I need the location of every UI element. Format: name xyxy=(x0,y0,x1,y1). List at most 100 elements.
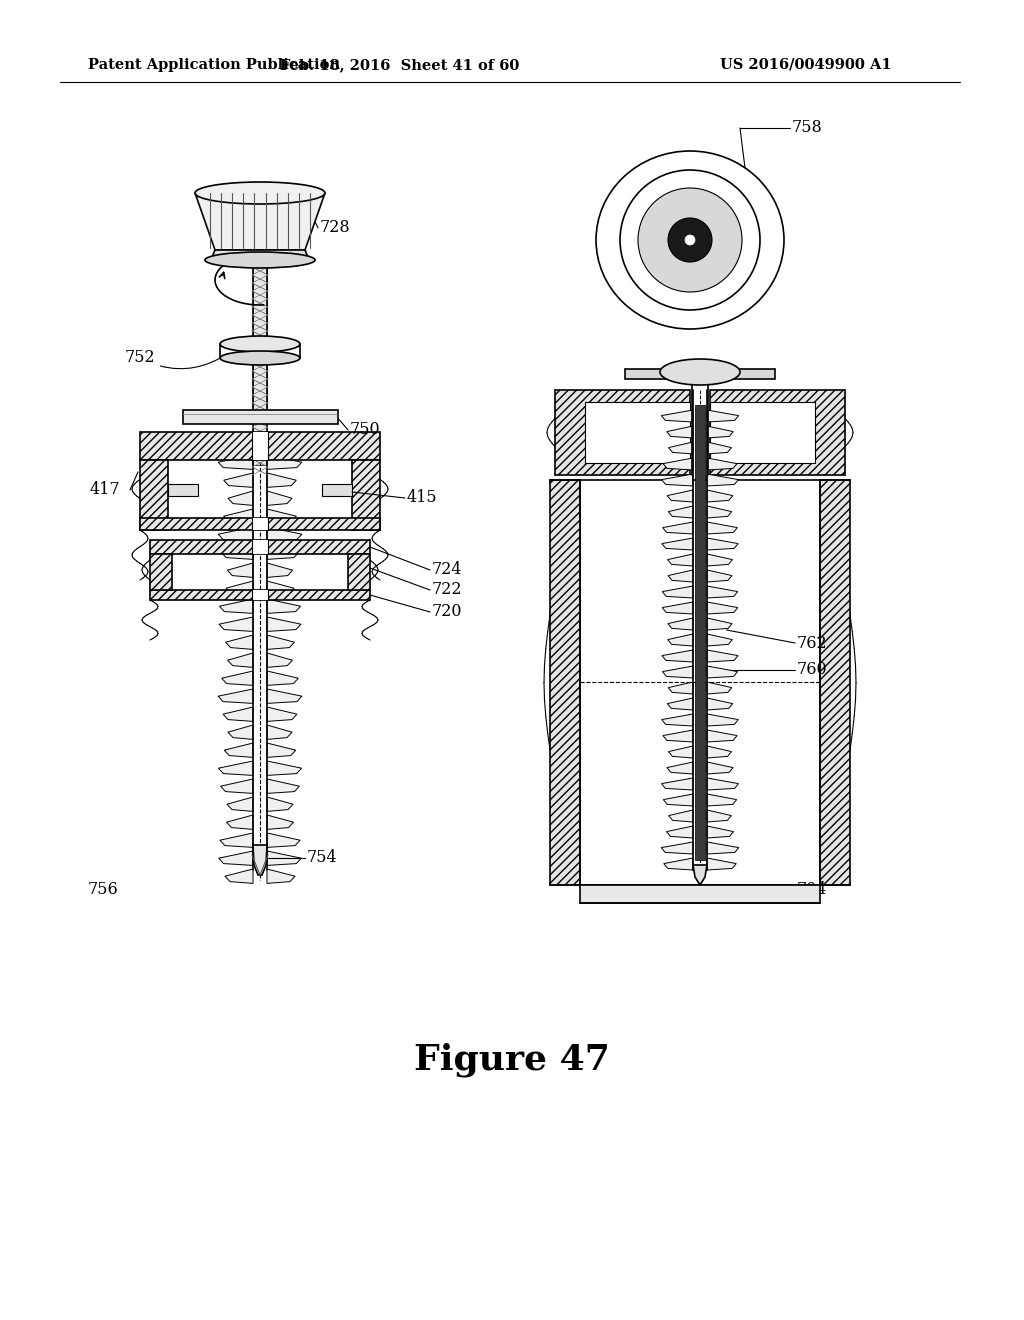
Polygon shape xyxy=(707,490,733,502)
Polygon shape xyxy=(707,842,738,854)
Bar xyxy=(550,480,580,884)
Polygon shape xyxy=(707,698,733,710)
Bar xyxy=(322,484,352,496)
Ellipse shape xyxy=(220,351,300,366)
Polygon shape xyxy=(662,714,693,726)
Circle shape xyxy=(638,187,742,292)
Bar xyxy=(150,554,172,590)
Bar xyxy=(252,540,268,554)
Polygon shape xyxy=(707,442,731,454)
Polygon shape xyxy=(707,795,736,807)
Polygon shape xyxy=(664,858,693,870)
Bar xyxy=(140,459,168,531)
Bar xyxy=(168,484,198,496)
Text: 754: 754 xyxy=(307,850,338,866)
Polygon shape xyxy=(707,826,733,838)
Polygon shape xyxy=(226,814,253,829)
Text: US 2016/0049900 A1: US 2016/0049900 A1 xyxy=(720,58,892,73)
Polygon shape xyxy=(253,845,267,875)
Polygon shape xyxy=(218,689,253,704)
Bar xyxy=(252,590,268,601)
Polygon shape xyxy=(707,730,737,742)
Polygon shape xyxy=(267,814,294,829)
Circle shape xyxy=(620,170,760,310)
Polygon shape xyxy=(662,539,693,550)
Text: 752: 752 xyxy=(124,350,227,368)
Polygon shape xyxy=(663,521,693,535)
Polygon shape xyxy=(707,602,738,614)
Polygon shape xyxy=(267,743,296,758)
Polygon shape xyxy=(707,539,738,550)
Polygon shape xyxy=(707,649,738,663)
Polygon shape xyxy=(668,634,693,645)
Text: 720: 720 xyxy=(432,603,463,620)
Polygon shape xyxy=(662,649,693,663)
Polygon shape xyxy=(667,426,693,438)
Polygon shape xyxy=(267,833,300,847)
Polygon shape xyxy=(218,762,253,775)
Polygon shape xyxy=(220,779,253,793)
Polygon shape xyxy=(267,491,292,506)
Bar xyxy=(252,517,268,531)
Polygon shape xyxy=(219,851,253,866)
Bar xyxy=(140,432,380,459)
Polygon shape xyxy=(707,858,736,870)
Polygon shape xyxy=(669,682,693,694)
Polygon shape xyxy=(267,779,299,793)
Polygon shape xyxy=(707,426,733,438)
Polygon shape xyxy=(664,795,693,807)
Polygon shape xyxy=(668,570,693,582)
Polygon shape xyxy=(220,833,253,847)
Polygon shape xyxy=(707,634,732,645)
Polygon shape xyxy=(707,762,733,774)
Polygon shape xyxy=(707,506,732,517)
Polygon shape xyxy=(707,474,738,486)
Polygon shape xyxy=(223,708,253,722)
Polygon shape xyxy=(221,671,253,685)
Polygon shape xyxy=(267,545,299,560)
Bar xyxy=(253,267,267,465)
Polygon shape xyxy=(267,708,297,722)
Text: 722: 722 xyxy=(432,582,463,598)
Polygon shape xyxy=(267,527,302,541)
Polygon shape xyxy=(267,689,302,704)
Polygon shape xyxy=(267,869,295,883)
Polygon shape xyxy=(707,714,738,726)
Polygon shape xyxy=(227,653,253,668)
Polygon shape xyxy=(669,506,693,517)
Polygon shape xyxy=(669,810,693,822)
Bar xyxy=(820,480,850,884)
Polygon shape xyxy=(223,473,253,487)
Circle shape xyxy=(685,235,695,246)
Polygon shape xyxy=(663,667,693,678)
Polygon shape xyxy=(267,851,301,866)
Circle shape xyxy=(668,218,712,261)
Polygon shape xyxy=(267,762,302,775)
Polygon shape xyxy=(267,455,302,470)
Bar xyxy=(580,884,820,903)
Text: Feb. 18, 2016  Sheet 41 of 60: Feb. 18, 2016 Sheet 41 of 60 xyxy=(281,58,520,73)
Polygon shape xyxy=(267,616,301,631)
Text: Patent Application Publication: Patent Application Publication xyxy=(88,58,340,73)
Polygon shape xyxy=(267,473,296,487)
Text: Figure 47: Figure 47 xyxy=(414,1043,610,1077)
Bar xyxy=(625,370,775,379)
Polygon shape xyxy=(669,746,693,758)
Bar xyxy=(352,459,380,531)
Polygon shape xyxy=(667,826,693,838)
Polygon shape xyxy=(669,442,693,454)
Polygon shape xyxy=(663,586,693,598)
Polygon shape xyxy=(668,618,693,630)
Text: 704: 704 xyxy=(797,882,827,899)
Polygon shape xyxy=(228,725,253,739)
Polygon shape xyxy=(707,554,732,566)
Text: 724: 724 xyxy=(432,561,463,578)
Text: 415: 415 xyxy=(407,490,437,507)
Ellipse shape xyxy=(660,359,740,385)
Polygon shape xyxy=(707,521,737,535)
Bar xyxy=(150,590,370,601)
Ellipse shape xyxy=(195,182,325,205)
Text: 417: 417 xyxy=(90,482,121,499)
Polygon shape xyxy=(707,570,732,582)
Polygon shape xyxy=(226,581,253,595)
